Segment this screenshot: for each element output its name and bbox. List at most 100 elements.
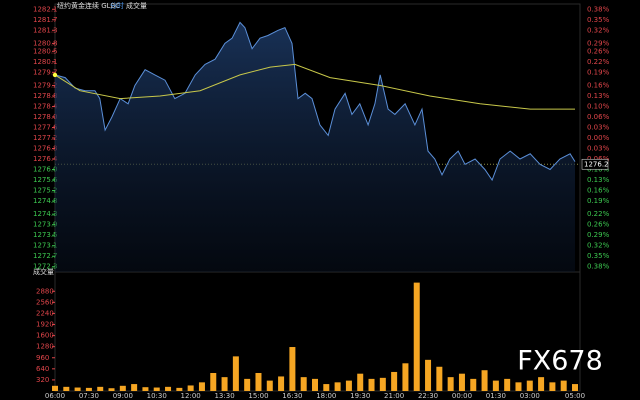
volume-bar: [458, 373, 465, 391]
x-tick-label: 19:30: [350, 392, 370, 400]
right-tick-label: 0.22%: [587, 58, 610, 66]
volume-bar: [119, 385, 126, 391]
y-tick-label: 1278.4: [33, 102, 58, 110]
volume-title: 成交量: [33, 267, 54, 276]
right-tick-label: 0.03%: [587, 123, 610, 131]
volume-bar: [425, 359, 432, 391]
y-tick-label: 1273.5: [33, 231, 58, 239]
y-tick-label: 1280.5: [33, 47, 58, 55]
x-tick-label: 07:30: [79, 392, 99, 400]
y-tick-label: 960: [36, 354, 49, 362]
x-tick-label: 06:00: [45, 392, 65, 400]
x-tick-label: 05:00: [565, 392, 585, 400]
right-tick-label: 0.29%: [587, 231, 610, 239]
watermark: FX678: [517, 346, 603, 377]
volume-header: 成交量: [126, 1, 147, 10]
right-tick-label: 0.16%: [587, 187, 610, 195]
volume-bar: [198, 382, 205, 391]
y-tick-label: 1272.3: [33, 263, 58, 271]
y-tick-label: 2880: [36, 287, 54, 295]
x-tick-label: 13:30: [214, 392, 234, 400]
y-tick-label: 1272.7: [33, 252, 58, 260]
price-line: [54, 21, 576, 182]
volume-bar: [97, 386, 104, 391]
volume-bar: [221, 377, 228, 391]
x-tick-label: 22:30: [418, 392, 438, 400]
volume-bar: [210, 372, 217, 391]
volume-bar: [368, 378, 375, 391]
right-tick-label: 0.03%: [587, 145, 610, 153]
y-tick-label: 640: [36, 365, 49, 373]
volume-bar: [447, 377, 454, 391]
x-tick-label: 18:00: [316, 392, 336, 400]
y-tick-label: 1273.9: [33, 221, 58, 229]
volume-bar: [572, 384, 578, 391]
volume-bar: [549, 382, 556, 391]
y-tick-label: 1275.2: [33, 187, 58, 195]
y-tick-label: 1276.4: [33, 155, 58, 163]
y-tick-label: 1281.7: [33, 16, 58, 24]
volume-bar: [312, 378, 318, 391]
volume-bar: [289, 347, 296, 391]
volume-bar: [108, 388, 115, 391]
volume-bar: [244, 378, 251, 391]
y-tick-label: 320: [36, 376, 49, 384]
volume-bar: [481, 370, 488, 391]
right-tick-label: 0.13%: [587, 176, 610, 184]
y-tick-label: 1274.8: [33, 197, 58, 205]
y-tick-label: 1279.7: [33, 68, 58, 76]
average-line: [54, 63, 575, 110]
y-tick-label: 1279.2: [33, 81, 58, 89]
volume-bar: [165, 386, 172, 391]
x-tick-label: 09:00: [113, 392, 133, 400]
chart-subtitle: 分时: [110, 1, 124, 10]
right-tick-label: 0.00%: [587, 134, 610, 142]
y-tick-label: 1276.8: [33, 145, 58, 153]
y-tick-label: 1282.1: [33, 5, 58, 13]
volume-bar: [526, 380, 533, 391]
right-tick-label: 0.38%: [587, 263, 610, 271]
right-tick-label: 0.35%: [587, 252, 610, 260]
x-tick-label: 15:00: [248, 392, 268, 400]
volume-bar: [470, 378, 477, 391]
right-tick-label: 0.19%: [587, 68, 610, 76]
volume-bar: [515, 382, 522, 391]
x-tick-label: 12:00: [181, 392, 201, 400]
volume-bar: [85, 387, 92, 391]
volume-bar: [504, 378, 511, 391]
volume-bar: [379, 377, 386, 391]
prev-close-label: 1276.2: [584, 160, 609, 168]
right-tick-label: 0.13%: [587, 92, 610, 100]
y-tick-label: 1280.1: [33, 58, 58, 66]
right-tick-label: 0.19%: [587, 197, 610, 205]
volume-bar: [176, 387, 183, 391]
right-tick-label: 0.06%: [587, 113, 610, 121]
right-tick-label: 0.38%: [587, 5, 610, 13]
volume-bar: [74, 387, 81, 391]
y-tick-label: 1274.3: [33, 210, 58, 218]
y-tick-label: 1278.8: [33, 92, 58, 100]
y-tick-label: 1278.0: [33, 113, 58, 121]
volume-bar: [52, 385, 58, 391]
y-tick-label: 1281.3: [33, 26, 58, 34]
right-tick-label: 0.35%: [587, 16, 610, 24]
x-tick-label: 16:30: [282, 392, 302, 400]
volume-bar: [142, 387, 149, 391]
volume-bar: [255, 372, 262, 391]
price-area: [55, 22, 575, 273]
x-tick-label: 00:00: [452, 392, 472, 400]
right-tick-label: 0.26%: [587, 221, 610, 229]
right-tick-label: 0.32%: [587, 26, 610, 34]
volume-bar: [560, 380, 567, 391]
volume-bar: [357, 373, 364, 391]
volume-bar: [63, 386, 70, 391]
volume-bar: [278, 376, 285, 391]
prev-close-box: [581, 158, 609, 170]
x-tick-label: 10:30: [147, 392, 167, 400]
volume-bar: [402, 363, 409, 391]
volume-bar: [131, 384, 138, 391]
y-tick-label: 1275.6: [33, 176, 58, 184]
volume-bar: [436, 366, 443, 391]
volume-bar: [391, 371, 398, 391]
